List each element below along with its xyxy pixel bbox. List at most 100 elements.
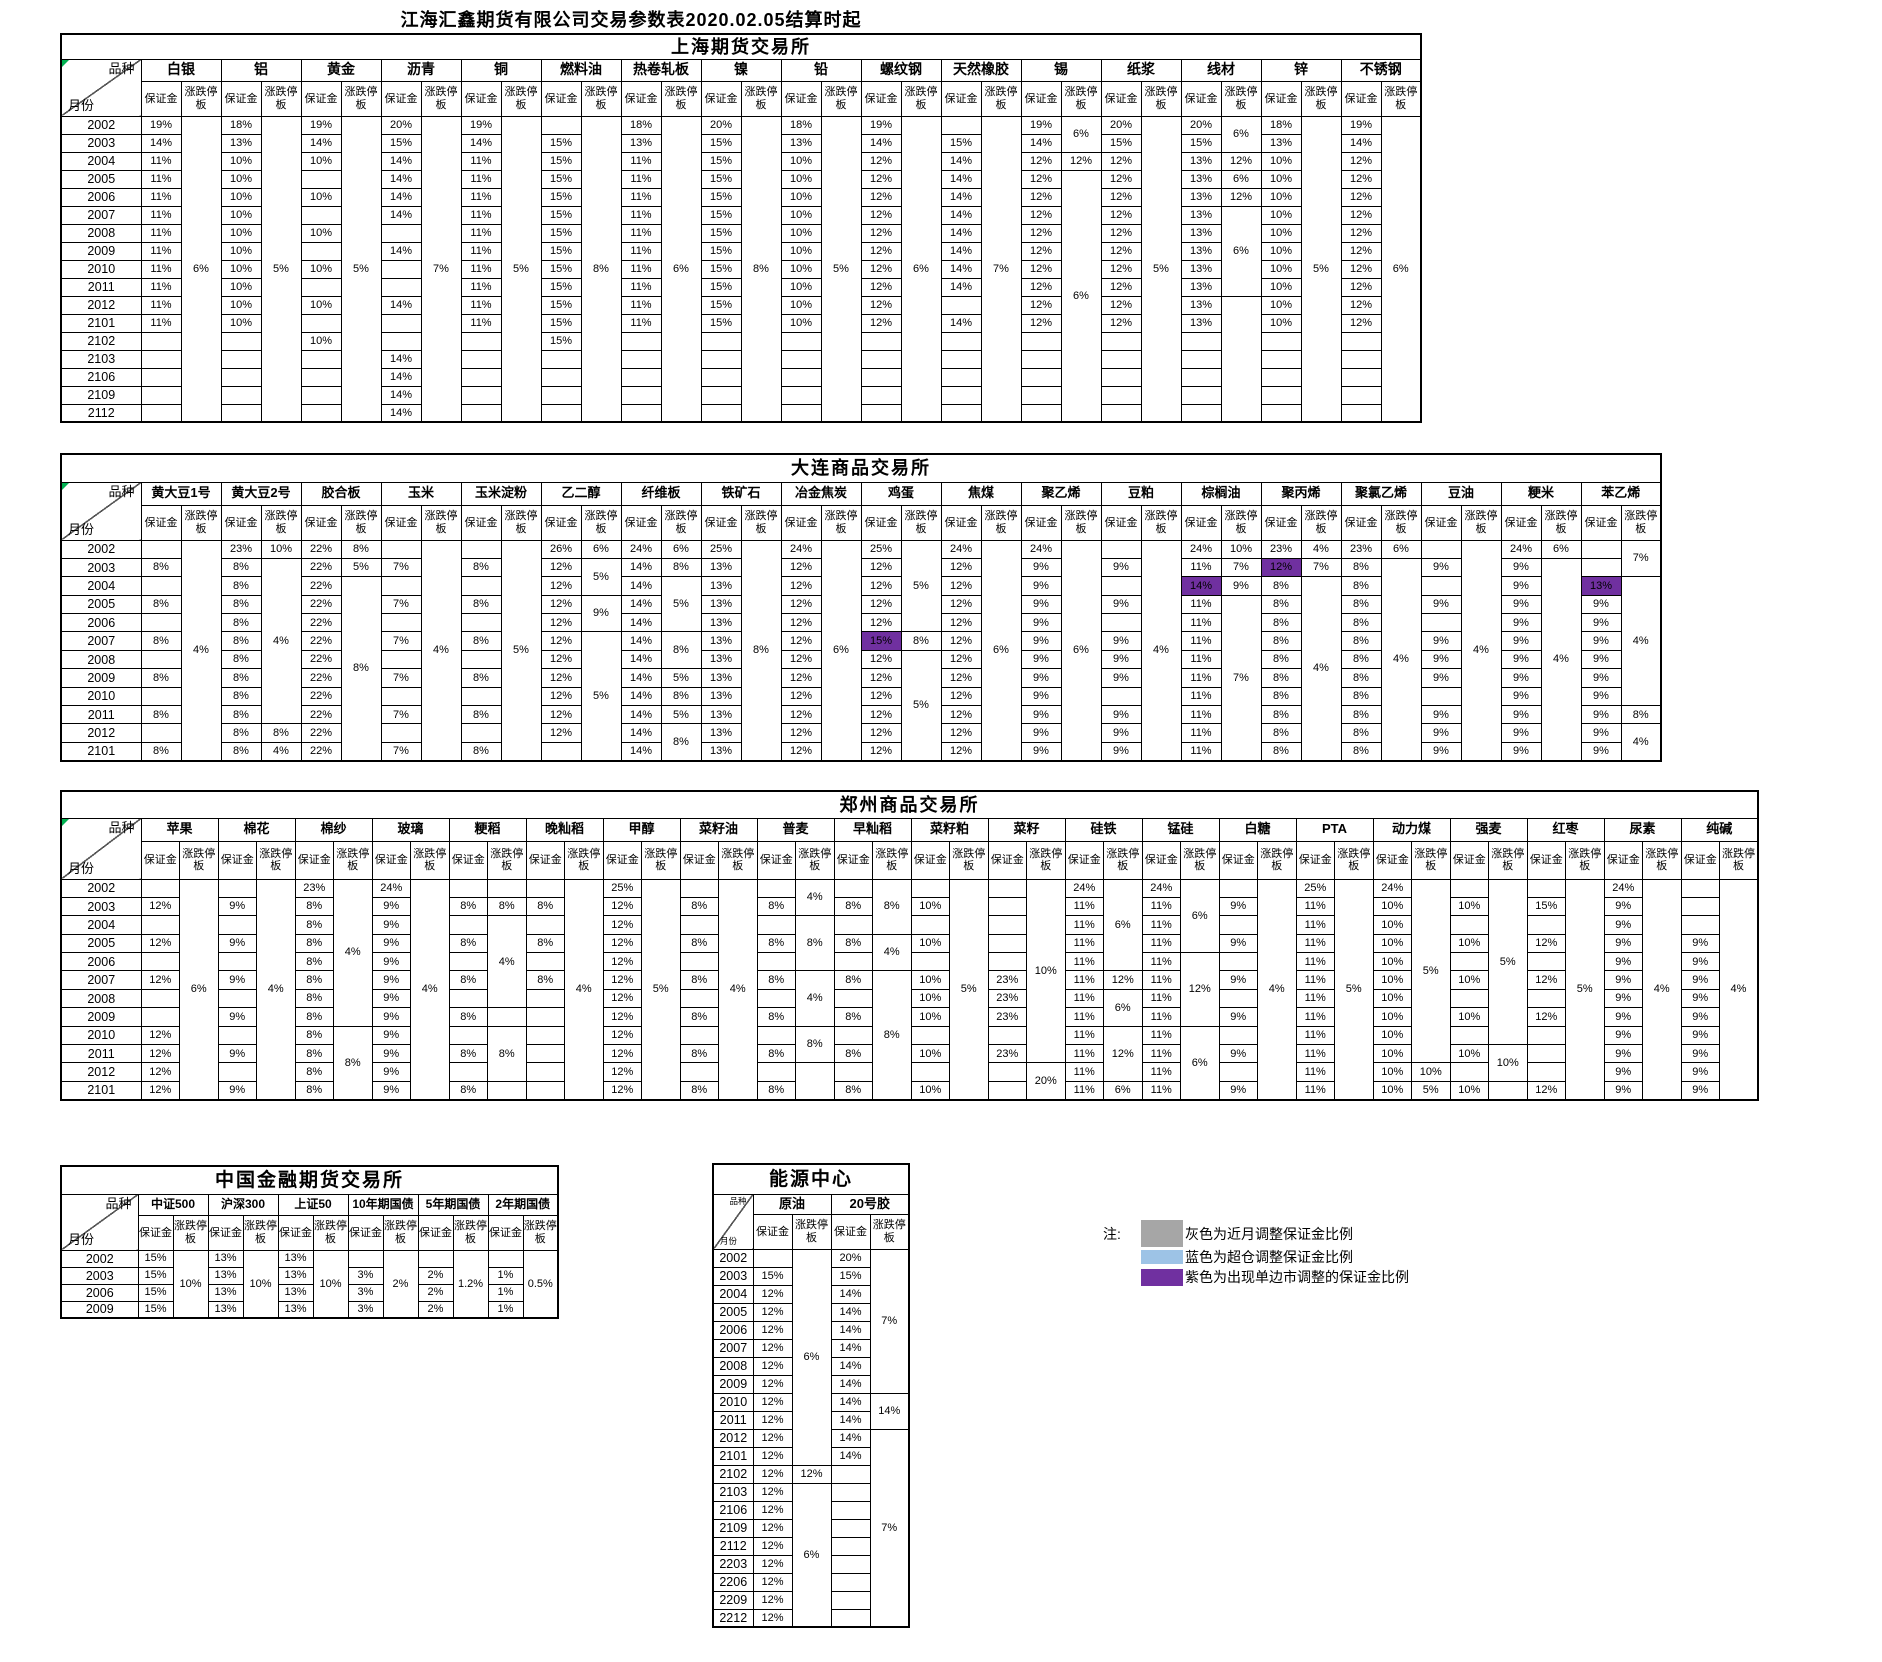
exchange-title: 郑州商品交易所 <box>60 790 1759 819</box>
limit-cell: 5% <box>580 631 622 762</box>
limit-header: 涨跌停板 <box>660 80 702 117</box>
month-label: 2112 <box>60 403 142 423</box>
margin-cell <box>860 349 902 369</box>
margin-cell: 15% <box>700 205 742 225</box>
margin-cell: 11% <box>460 151 502 171</box>
margin-cell: 19% <box>1340 115 1382 135</box>
commodity-name: 鸡蛋 <box>860 481 942 506</box>
commodity-name: 镍 <box>700 58 782 82</box>
limit-header: 涨跌停板 <box>382 1214 419 1251</box>
margin-header: 保证金 <box>752 1213 793 1250</box>
margin-cell <box>300 313 342 333</box>
margin-cell: 10% <box>910 1007 950 1027</box>
margin-cell: 11% <box>1141 896 1181 917</box>
margin-cell: 10% <box>220 241 262 261</box>
margin-cell: 13% <box>1260 133 1302 153</box>
margin-cell: 15% <box>700 295 742 315</box>
margin-cell: 12% <box>752 1464 793 1484</box>
limit-cell: 4% <box>795 878 835 917</box>
limit-header: 涨跌停板 <box>1642 840 1682 880</box>
margin-cell: 8% <box>833 1080 873 1101</box>
margin-cell: 24% <box>371 878 411 898</box>
margin-cell: 13% <box>700 705 742 725</box>
margin-cell <box>525 1080 565 1101</box>
margin-cell <box>833 878 873 898</box>
margin-cell <box>940 403 982 423</box>
commodity-name: 黄大豆1号 <box>140 481 222 506</box>
margin-cell: 9% <box>1580 594 1622 615</box>
margin-cell: 10% <box>910 970 950 990</box>
margin-cell: 18% <box>1260 115 1302 135</box>
margin-cell: 11% <box>1064 896 1104 917</box>
margin-cell <box>380 649 422 670</box>
margin-cell: 11% <box>1141 1025 1181 1046</box>
limit-cell: 4% <box>420 539 462 762</box>
limit-cell: 6% <box>791 1248 832 1466</box>
margin-cell: 9% <box>1603 1062 1643 1082</box>
margin-cell <box>300 241 342 261</box>
margin-cell: 8% <box>833 933 873 954</box>
month-label: 2012 <box>712 1428 754 1448</box>
limit-cell: 6% <box>791 1482 832 1628</box>
margin-cell: 10% <box>1372 915 1412 935</box>
margin-cell: 11% <box>140 187 182 207</box>
margin-cell <box>540 741 582 762</box>
commodity-name: 纤维板 <box>620 481 702 506</box>
margin-cell <box>140 649 182 670</box>
margin-cell: 11% <box>1141 988 1181 1009</box>
margin-header: 保证金 <box>140 840 180 880</box>
margin-cell <box>1020 331 1062 351</box>
margin-cell: 13% <box>220 133 262 153</box>
margin-cell: 22% <box>300 631 342 651</box>
margin-cell: 15% <box>540 241 582 261</box>
month-label: 2006 <box>60 952 142 972</box>
margin-cell: 12% <box>1340 187 1382 207</box>
month-label: 2005 <box>712 1302 754 1322</box>
limit-header: 涨跌停板 <box>660 504 702 541</box>
margin-cell: 13% <box>207 1249 244 1268</box>
margin-cell <box>300 277 342 297</box>
limit-cell: 10% <box>1220 539 1262 559</box>
margin-cell: 12% <box>1526 970 1566 990</box>
margin-cell: 12% <box>540 705 582 725</box>
margin-cell: 7% <box>380 594 422 615</box>
margin-cell: 9% <box>1420 705 1462 725</box>
limit-header: 涨跌停板 <box>1300 80 1342 117</box>
limit-cell: 5% <box>1565 878 1605 1101</box>
margin-cell: 19% <box>1020 115 1062 135</box>
limit-cell: 5% <box>641 878 681 1101</box>
margin-cell <box>1420 613 1462 633</box>
month-label: 2101 <box>60 741 142 762</box>
margin-cell: 8% <box>679 970 719 990</box>
margin-cell: 11% <box>1064 952 1104 972</box>
margin-cell: 14% <box>940 241 982 261</box>
margin-cell: 12% <box>602 1080 642 1101</box>
margin-cell: 14% <box>380 241 422 261</box>
margin-cell: 14% <box>620 631 662 651</box>
margin-cell <box>540 115 582 135</box>
margin-cell: 14% <box>380 151 422 171</box>
margin-cell <box>833 988 873 1009</box>
limit-header: 涨跌停板 <box>256 840 296 880</box>
month-label: 2003 <box>60 557 142 578</box>
margin-cell: 12% <box>540 594 582 615</box>
margin-header: 保证金 <box>540 504 582 541</box>
margin-cell: 9% <box>1680 970 1720 990</box>
margin-cell <box>1260 367 1302 387</box>
margin-cell <box>940 115 982 135</box>
margin-cell: 12% <box>1020 223 1062 243</box>
limit-cell: 8% <box>660 686 702 707</box>
margin-cell: 11% <box>1295 988 1335 1009</box>
limit-header: 涨跌停板 <box>820 504 862 541</box>
margin-cell <box>1218 878 1258 898</box>
margin-cell: 18% <box>780 115 822 135</box>
margin-cell <box>833 915 873 935</box>
margin-cell <box>140 613 182 633</box>
margin-cell: 14% <box>620 741 662 762</box>
margin-cell: 8% <box>220 631 262 651</box>
margin-cell: 9% <box>1603 1025 1643 1046</box>
margin-cell: 12% <box>1340 295 1382 315</box>
margin-cell: 10% <box>220 295 262 315</box>
margin-cell: 8% <box>294 970 334 990</box>
margin-cell: 12% <box>860 686 902 707</box>
